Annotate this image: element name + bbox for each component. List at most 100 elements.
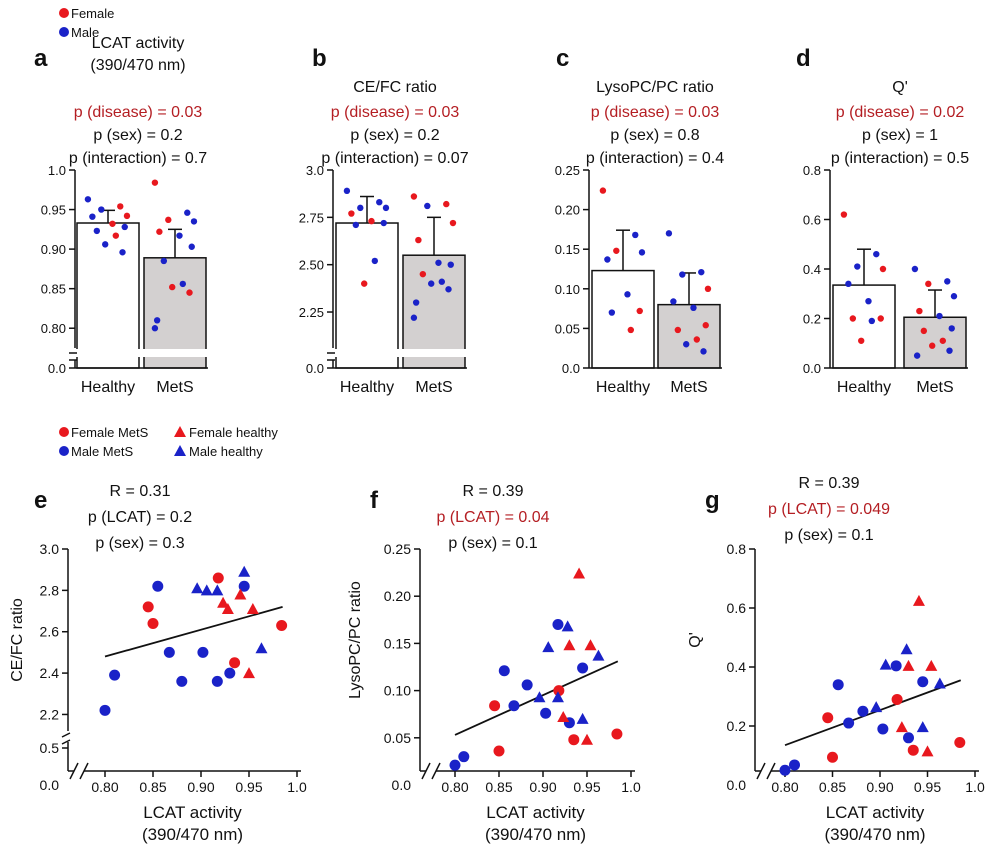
data-point-f-1 bbox=[458, 751, 470, 763]
origin-label-e: 0.0 bbox=[40, 777, 60, 793]
data-point-e-11 bbox=[229, 657, 241, 669]
data-point-e-5 bbox=[163, 646, 175, 658]
x-tick-label-f-4: 1.0 bbox=[621, 779, 641, 795]
data-point-e-20 bbox=[238, 565, 251, 577]
data-point-b-7 bbox=[352, 221, 360, 229]
data-point-e-4 bbox=[152, 580, 164, 592]
y-tick-label-c-5: 0.0 bbox=[562, 361, 580, 376]
chart-title-b-line-0: CE/FC ratio bbox=[353, 79, 437, 96]
panel-e: R = 0.31 p (LCAT) = 0.2 p (sex) = 0.3 3.0 2.… bbox=[9, 483, 307, 844]
data-point-g-19 bbox=[912, 594, 925, 606]
data-point-b-15 bbox=[435, 259, 442, 266]
legend-female-label: Female bbox=[71, 6, 114, 21]
legend-male-dot bbox=[59, 27, 69, 37]
x-category-label-b-0: Healthy bbox=[340, 379, 394, 396]
data-point-a-14 bbox=[190, 218, 198, 225]
data-point-f-6 bbox=[521, 679, 533, 691]
data-point-e-14 bbox=[191, 582, 204, 594]
y-tick-label-f-3: 0.10 bbox=[384, 683, 411, 699]
y-tick-label-a-4: 0.80 bbox=[41, 321, 66, 336]
data-point-b-19 bbox=[428, 280, 435, 287]
data-point-c-11 bbox=[679, 271, 686, 278]
data-point-f-16 bbox=[551, 691, 564, 703]
data-point-a-22 bbox=[153, 317, 161, 324]
legend-male-label: Male bbox=[71, 25, 99, 40]
x-category-label-d-0: Healthy bbox=[837, 379, 891, 396]
x-tick-label-e-0: 0.80 bbox=[91, 779, 118, 795]
stat-a-2: p (interaction) = 0.7 bbox=[69, 150, 207, 167]
y-tick-label-a-1: 0.95 bbox=[41, 203, 66, 218]
data-point-g-23 bbox=[933, 677, 946, 689]
chart-title-d-line-0: Q' bbox=[892, 79, 908, 96]
panel-letter-a: a bbox=[34, 45, 48, 72]
axis-break-gap-a bbox=[76, 349, 207, 357]
data-point-g-16 bbox=[895, 721, 908, 733]
data-point-c-8 bbox=[627, 326, 635, 334]
data-point-f-8 bbox=[552, 619, 564, 631]
legend-male-healthy-marker bbox=[174, 445, 186, 456]
y-tick-label-f-0: 0.25 bbox=[384, 541, 411, 557]
regression-line-g bbox=[784, 679, 962, 747]
y-tick-label-b-0: 3.0 bbox=[306, 163, 324, 178]
bar-a-healthy bbox=[76, 222, 140, 369]
legend-male-mets-marker bbox=[59, 446, 69, 456]
data-point-a-9 bbox=[102, 241, 109, 248]
y-tick-label-a-0: 1.0 bbox=[48, 163, 66, 178]
data-point-a-12 bbox=[184, 209, 191, 216]
data-point-e-2 bbox=[142, 601, 154, 613]
data-point-g-12 bbox=[917, 676, 929, 688]
data-point-a-6 bbox=[121, 223, 128, 231]
data-point-b-10 bbox=[410, 193, 418, 200]
y-tick-label-a-2: 0.90 bbox=[41, 242, 66, 257]
data-point-d-13 bbox=[950, 293, 958, 300]
data-point-c-4 bbox=[604, 256, 611, 263]
stat-g-1: p (LCAT) = 0.049 bbox=[768, 501, 890, 518]
y-tick-label-c-0: 0.25 bbox=[555, 163, 580, 178]
data-point-f-9 bbox=[553, 685, 565, 697]
data-point-e-18 bbox=[221, 602, 234, 614]
bar-d-mets bbox=[903, 316, 967, 369]
x-axis-title-e-line-0: LCAT activity bbox=[143, 803, 242, 822]
data-point-f-17 bbox=[557, 711, 570, 723]
stat-b-1: p (sex) = 0.2 bbox=[350, 127, 439, 144]
data-point-d-20 bbox=[946, 347, 953, 354]
data-point-e-15 bbox=[200, 584, 213, 596]
data-point-e-7 bbox=[197, 646, 209, 658]
data-point-b-1 bbox=[376, 198, 383, 206]
y-tick-label-e-2: 2.6 bbox=[40, 624, 60, 640]
data-point-e-9 bbox=[212, 572, 224, 584]
data-point-d-9 bbox=[858, 337, 865, 344]
x-tick-label-g-1: 0.85 bbox=[819, 779, 846, 795]
panel-g: R = 0.39 p (LCAT) = 0.049 p (sex) = 0.1 0.8… bbox=[687, 475, 985, 844]
data-point-d-11 bbox=[944, 278, 951, 285]
y-tick-label-b-3: 2.25 bbox=[299, 305, 324, 320]
x-category-label-b-1: MetS bbox=[415, 379, 452, 396]
x-break-mark-1-f bbox=[421, 762, 431, 780]
y-tick-label-c-1: 0.20 bbox=[555, 203, 580, 218]
data-point-c-2 bbox=[613, 247, 620, 254]
data-point-d-1 bbox=[873, 250, 880, 258]
stat-c-1: p (sex) = 0.8 bbox=[610, 127, 699, 144]
y-tick-label-f-1: 0.20 bbox=[384, 588, 411, 604]
x-axis-title-f-line-0: LCAT activity bbox=[486, 803, 585, 822]
x-tick-label-e-4: 1.0 bbox=[287, 779, 307, 795]
data-point-b-8 bbox=[371, 257, 379, 265]
panel-letter-d: d bbox=[796, 45, 811, 72]
data-point-f-23 bbox=[584, 639, 597, 651]
data-point-f-5 bbox=[508, 700, 520, 712]
bar-c-mets bbox=[657, 303, 721, 369]
legend-female-mets-label: Female MetS bbox=[71, 425, 149, 440]
data-point-b-22 bbox=[410, 314, 418, 321]
y-tick-label-d-0: 0.8 bbox=[803, 163, 821, 178]
data-point-e-19 bbox=[234, 588, 247, 600]
axis-break-gap-b bbox=[335, 349, 466, 357]
stat-a-0: p (disease) = 0.03 bbox=[74, 104, 203, 121]
panel-letter-e: e bbox=[34, 487, 47, 514]
data-point-g-14 bbox=[870, 701, 883, 713]
x-axis-title-g-line-0: LCAT activity bbox=[826, 803, 925, 822]
data-point-a-1 bbox=[117, 203, 124, 210]
y-tick-label-c-2: 0.15 bbox=[555, 242, 580, 257]
legend-male-mets-label: Male MetS bbox=[71, 444, 133, 459]
data-point-d-7 bbox=[849, 315, 857, 322]
stat-d-0: p (disease) = 0.02 bbox=[836, 104, 965, 121]
